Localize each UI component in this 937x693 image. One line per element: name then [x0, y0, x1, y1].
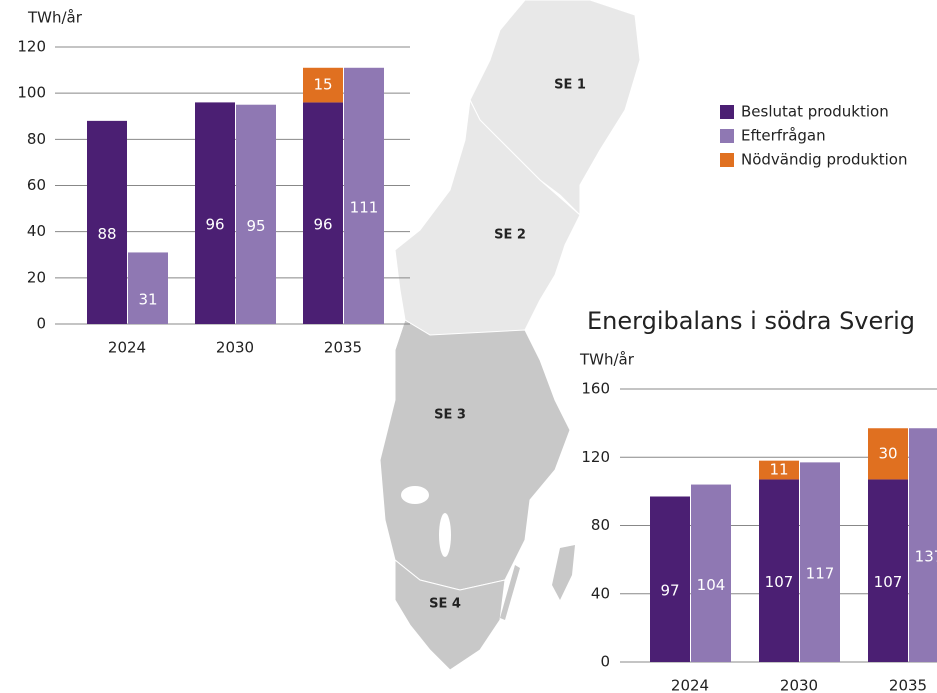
bar: [87, 120, 127, 324]
value-label: 104: [697, 576, 726, 594]
x-tick-label: 2035: [889, 677, 927, 693]
region-se4: [394, 558, 506, 671]
x-tick-label: 2030: [780, 677, 818, 693]
bar: [303, 102, 343, 325]
region-label: SE 3: [434, 408, 466, 423]
region-se3: [379, 319, 571, 591]
y-axis-label: TWh/år: [27, 9, 83, 27]
x-tick-label: 2024: [108, 339, 146, 357]
bar: [236, 104, 276, 324]
bar: [195, 102, 235, 325]
y-tick-label: 120: [17, 38, 46, 56]
y-tick-label: 40: [27, 222, 46, 240]
y-tick-label: 40: [591, 584, 610, 602]
bar: [303, 67, 343, 103]
bar: [868, 428, 908, 480]
value-label: 88: [97, 225, 116, 243]
value-label: 95: [246, 217, 265, 235]
island-oland: [500, 565, 520, 620]
map: SE 1 SE 2 SE 3 SE 4: [379, 0, 641, 671]
legend-swatch: [720, 153, 734, 167]
legend-swatch: [720, 129, 734, 143]
value-label: 111: [350, 198, 379, 216]
bar: [800, 462, 840, 662]
value-label: 30: [878, 444, 897, 462]
x-tick-label: 2035: [324, 339, 362, 357]
legend-label: Nödvändig produktion: [741, 151, 907, 169]
x-tick-label: 2024: [671, 677, 709, 693]
y-tick-label: 20: [27, 268, 46, 286]
y-tick-label: 80: [27, 130, 46, 148]
chart-title: Energibalans i södra Sverig: [587, 307, 915, 335]
lake: [401, 486, 429, 504]
value-label: 11: [769, 461, 788, 479]
island-gotland: [552, 545, 575, 600]
region-se1: [469, 0, 641, 217]
y-tick-label: 60: [27, 176, 46, 194]
value-label: 107: [765, 573, 794, 591]
bar: [868, 479, 908, 662]
region-label: SE 1: [554, 78, 586, 93]
legend-swatch: [720, 105, 734, 119]
value-label: 31: [138, 291, 157, 309]
bar: [909, 428, 937, 662]
bar: [759, 460, 799, 480]
bar: [759, 479, 799, 662]
y-tick-label: 100: [17, 84, 46, 102]
bar: [650, 496, 690, 662]
y-tick-label: 160: [581, 380, 610, 398]
value-label: 15: [313, 76, 332, 94]
y-tick-label: 80: [591, 516, 610, 534]
bar: [128, 252, 168, 324]
y-tick-label: 120: [581, 448, 610, 466]
y-tick-label: 0: [36, 315, 46, 333]
value-label: 96: [205, 216, 224, 234]
value-label: 97: [660, 582, 679, 600]
legend-label: Efterfrågan: [741, 127, 826, 145]
x-tick-label: 2030: [216, 339, 254, 357]
bar: [344, 67, 384, 325]
value-label: 96: [313, 216, 332, 234]
bar: [691, 484, 731, 662]
y-axis-label: TWh/år: [579, 351, 635, 369]
lake: [439, 513, 451, 557]
value-label: 117: [806, 565, 835, 583]
region-label: SE 4: [429, 597, 461, 612]
y-tick-label: 0: [600, 653, 610, 671]
legend-label: Beslutat produktion: [741, 103, 889, 121]
value-label: 107: [874, 573, 903, 591]
region-label: SE 2: [494, 228, 526, 243]
value-label: 137: [915, 548, 937, 566]
